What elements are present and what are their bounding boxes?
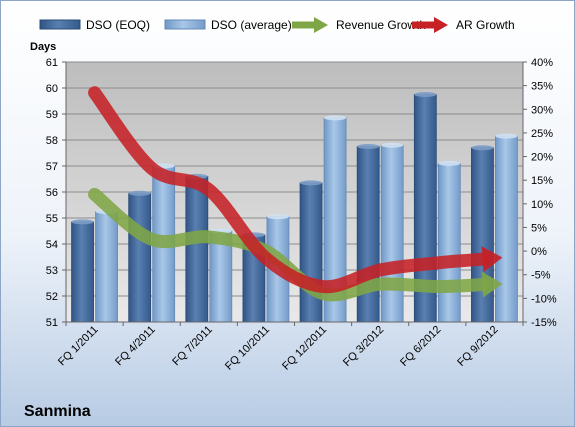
legend-label-ar-growth: AR Growth [456,18,515,32]
arrow-head-ar-growth [481,246,503,273]
legend-swatch-dso-average [164,19,206,30]
bar-top [357,144,380,149]
y2-tick-label: 35% [531,81,553,93]
bar-dso-average [380,144,404,323]
y-tick-label: 52 [46,291,58,303]
y-tick-label: 51 [46,317,58,329]
y-tick-label: 55 [46,213,58,225]
y2-tick-label: 0% [531,246,547,258]
bar-series [71,92,518,323]
y2-tick-label: -5% [531,270,551,282]
bar-dso-average [95,211,118,323]
y-tick-label: 57 [46,161,58,173]
bar-top [71,219,94,225]
y-tick-label: 54 [46,239,58,251]
y-tick-label: 60 [46,83,58,95]
bar-top [266,214,289,220]
chart-title: Sanmina [24,403,91,420]
y-axis-left: 51 52 53 54 55 56 57 58 59 60 61 [46,57,67,329]
bar-top [471,145,494,151]
bar-dso-average [437,162,461,323]
legend-label-dso-average: DSO (average) [211,18,292,32]
y2-tick-label: 10% [531,199,553,211]
bar-dso-eoq [356,146,380,323]
bar-dso-eoq [71,221,94,323]
bar-top [414,92,437,97]
y2-tick-label: 20% [531,152,553,164]
y-axis-title: Days [30,41,56,53]
bar-top [495,133,518,139]
bar-top [324,115,347,121]
y2-tick-label: 5% [531,222,547,234]
y-tick-label: 56 [46,187,58,199]
bar-dso-eoq [185,175,209,323]
legend-label-dso-eoq: DSO (EOQ) [86,18,150,32]
y2-tick-label: 25% [531,128,553,140]
bar-dso-eoq [471,147,494,323]
y2-tick-label: 15% [531,175,553,187]
series-line-ar-growth [88,86,489,294]
bar-top [438,160,461,166]
bar-top [128,190,151,196]
bar-dso-eoq [299,182,323,323]
y-axis-right: -15% -10% -5% 0% 5% 10% 15% 20% 25% 30% 35% 40% [522,57,557,329]
legend-arrow-ar-growth [434,17,448,33]
y2-tick-label: 30% [531,104,553,116]
y-tick-label: 59 [46,109,58,121]
legend-label-revenue-growth: Revenue Growth [336,18,426,32]
bar-top [381,142,404,148]
bar-dso-eoq [128,192,152,323]
y-tick-label: 53 [46,265,58,277]
legend-swatch-dso-eoq [39,19,81,30]
arrow-head-revenue-growth [481,271,503,298]
legend-arrow-revenue-growth [314,17,328,33]
bar-top [300,180,323,186]
bar-dso-average [495,135,518,323]
y2-tick-label: -10% [531,293,557,305]
y2-tick-label: -15% [531,317,557,329]
legend: DSO (EOQ) DSO (average) Revenue Growth AR G… [39,17,515,33]
arrow-series [88,86,503,302]
y-tick-label: 58 [46,135,58,147]
y-tick-label: 61 [46,57,58,69]
y2-tick-label: 40% [531,57,553,69]
